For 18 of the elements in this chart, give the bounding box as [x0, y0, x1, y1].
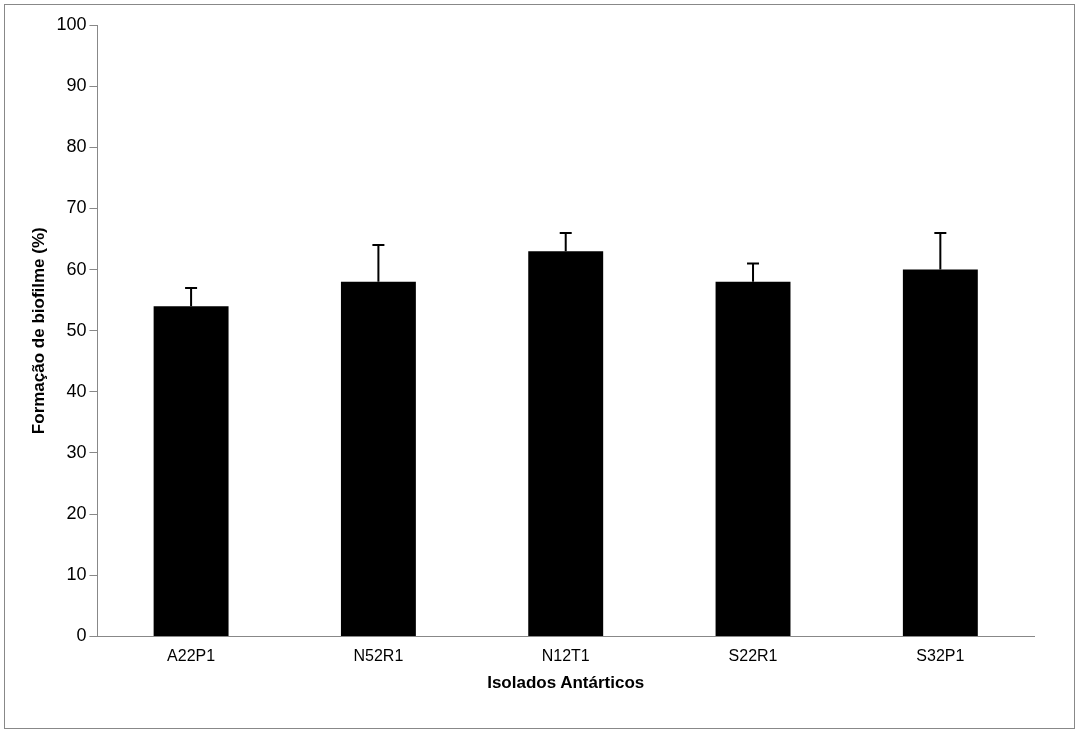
y-tick-label: 20: [66, 503, 87, 524]
x-tick-label: A22P1: [167, 647, 216, 665]
y-tick-label: 10: [66, 564, 87, 585]
y-tick-label: 90: [66, 75, 87, 96]
x-axis-title: Isolados Antárticos: [487, 673, 645, 693]
y-tick-label: 80: [66, 136, 87, 157]
y-tick-label: 30: [66, 441, 87, 462]
y-tick-label: 40: [66, 380, 87, 401]
y-tick-label: 50: [66, 319, 87, 340]
x-tick-label: S22R1: [728, 647, 778, 665]
y-axis-title: Formação de biofilme (%): [28, 227, 48, 435]
y-tick-label: 100: [56, 13, 87, 34]
x-tick-label: N52R1: [353, 647, 404, 665]
y-tick-label: 0: [76, 625, 87, 646]
x-tick-label: N12T1: [541, 647, 590, 665]
y-tick-label: 60: [66, 258, 87, 279]
x-tick-label: S32P1: [916, 647, 965, 665]
y-tick-label: 70: [66, 197, 87, 218]
